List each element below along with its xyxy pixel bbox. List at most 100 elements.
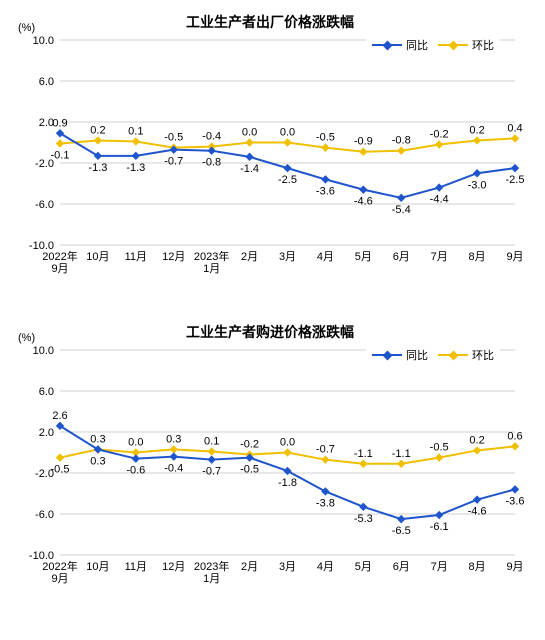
value-label: 0.2	[469, 124, 484, 136]
x-tick-label: 1月	[203, 573, 220, 585]
value-label: 0.3	[166, 433, 181, 445]
data-marker	[246, 139, 253, 146]
legend-item-mom: 环比	[438, 347, 494, 363]
data-marker	[398, 194, 405, 201]
legend-line-icon	[438, 44, 468, 46]
value-label: -3.8	[316, 497, 335, 509]
data-marker	[360, 460, 367, 467]
data-marker	[474, 496, 481, 503]
data-marker	[170, 446, 177, 453]
data-marker	[360, 186, 367, 193]
data-marker	[322, 176, 329, 183]
x-tick-label: 4月	[317, 561, 334, 573]
data-marker	[474, 137, 481, 144]
value-label: -4.6	[354, 196, 373, 208]
value-label: -0.8	[392, 135, 411, 147]
value-label: -0.2	[240, 439, 259, 451]
data-marker	[246, 153, 253, 160]
value-label: -0.5	[240, 464, 259, 476]
data-marker	[512, 486, 519, 493]
x-tick-label: 7月	[431, 561, 448, 573]
data-marker	[57, 140, 64, 147]
data-marker	[208, 448, 215, 455]
legend-line-icon	[372, 354, 402, 356]
value-label: -1.3	[88, 162, 107, 174]
value-label: 0.0	[280, 437, 295, 449]
value-label: 2.6	[52, 410, 67, 422]
x-tick-label: 6月	[393, 251, 410, 263]
y-tick-label: -6.0	[35, 199, 54, 211]
value-label: 0.6	[507, 430, 522, 442]
value-label: -6.1	[430, 521, 449, 533]
data-marker	[398, 460, 405, 467]
data-marker	[132, 138, 139, 145]
x-tick-label: 2022年	[42, 559, 77, 573]
data-marker	[436, 141, 443, 148]
value-label: 0.1	[204, 435, 219, 447]
data-marker	[398, 516, 405, 523]
x-tick-label: 3月	[279, 251, 296, 263]
value-label: -0.5	[316, 132, 335, 144]
legend-label: 环比	[472, 37, 494, 53]
x-tick-label: 8月	[469, 561, 486, 573]
value-label: -0.4	[164, 463, 183, 475]
legend-line-icon	[372, 44, 402, 46]
legend-marker-icon	[383, 40, 393, 50]
chart-legend: 同比 环比	[366, 35, 500, 55]
data-marker	[360, 503, 367, 510]
value-label: -3.6	[506, 495, 525, 507]
data-marker	[512, 135, 519, 142]
x-tick-label: 1月	[203, 263, 220, 275]
x-tick-label: 8月	[469, 251, 486, 263]
value-label: -0.9	[354, 136, 373, 148]
value-label: 0.0	[280, 127, 295, 139]
data-marker	[436, 454, 443, 461]
legend-marker-icon	[383, 350, 393, 360]
legend-marker-icon	[449, 40, 459, 50]
y-tick-label: 10.0	[33, 35, 54, 47]
x-tick-label: 5月	[355, 561, 372, 573]
x-tick-label: 11月	[125, 251, 147, 263]
value-label: -1.4	[240, 163, 259, 175]
legend-marker-icon	[449, 350, 459, 360]
value-label: -6.5	[392, 525, 411, 537]
value-label: 0.2	[90, 124, 105, 136]
data-marker	[132, 152, 139, 159]
x-tick-label: 7月	[431, 251, 448, 263]
data-marker	[512, 443, 519, 450]
value-label: 0.2	[469, 434, 484, 446]
x-tick-label: 12月	[162, 561, 185, 573]
value-label: -5.3	[354, 513, 373, 525]
value-label: -4.6	[468, 506, 487, 518]
y-tick-label: 6.0	[39, 386, 54, 398]
value-label: -2.5	[278, 174, 297, 186]
x-tick-label: 9月	[51, 263, 68, 275]
legend-item-yoy: 同比	[372, 37, 428, 53]
legend-line-icon	[438, 354, 468, 356]
data-marker	[436, 184, 443, 191]
value-label: -0.7	[202, 466, 221, 478]
legend-item-yoy: 同比	[372, 347, 428, 363]
value-label: -0.7	[164, 156, 183, 168]
value-label: -1.3	[126, 162, 145, 174]
value-label: -3.0	[468, 179, 487, 191]
ppi-input-chart: 工业生产者购进价格涨跌幅(%)-10.0-6.0-2.02.06.010.020…	[10, 320, 530, 600]
ppi-output-chart: 工业生产者出厂价格涨跌幅(%)-10.0-6.0-2.02.06.010.020…	[10, 10, 530, 290]
value-label: -0.1	[51, 150, 70, 162]
value-label: -5.4	[392, 204, 411, 216]
x-tick-label: 9月	[506, 251, 523, 263]
x-tick-label: 3月	[279, 561, 296, 573]
x-tick-label: 12月	[162, 251, 185, 263]
value-label: -0.6	[126, 465, 145, 477]
value-label: -1.1	[392, 448, 411, 460]
legend-label: 同比	[406, 347, 428, 363]
data-marker	[57, 454, 64, 461]
data-marker	[512, 165, 519, 172]
y-tick-label: 6.0	[39, 76, 54, 88]
data-marker	[284, 165, 291, 172]
chart-legend: 同比环比	[366, 345, 500, 365]
x-tick-label: 10月	[86, 561, 109, 573]
y-tick-label: 2.0	[39, 427, 54, 439]
data-marker	[398, 147, 405, 154]
value-label: -0.2	[430, 129, 449, 141]
